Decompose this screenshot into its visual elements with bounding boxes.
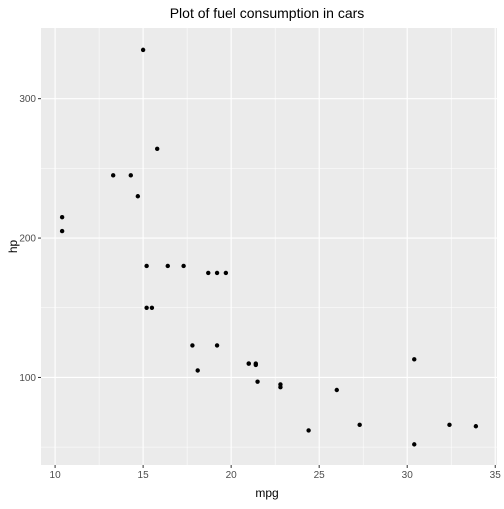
data-point xyxy=(144,306,148,310)
data-point xyxy=(215,271,219,275)
data-point xyxy=(447,423,451,427)
data-point xyxy=(412,357,416,361)
data-point xyxy=(155,147,159,151)
data-point xyxy=(129,173,133,177)
y-tick-label: 300 xyxy=(19,94,36,105)
data-point xyxy=(195,368,199,372)
plot-panel xyxy=(41,28,497,465)
data-point xyxy=(190,343,194,347)
x-tick-label: 20 xyxy=(226,470,238,481)
data-point xyxy=(254,363,258,367)
data-point xyxy=(474,424,478,428)
data-point xyxy=(357,423,361,427)
data-point xyxy=(215,343,219,347)
data-point xyxy=(150,306,154,310)
data-point xyxy=(412,442,416,446)
x-tick-label: 15 xyxy=(138,470,150,481)
x-tick-label: 10 xyxy=(50,470,62,481)
x-axis-title: mpg xyxy=(255,486,278,500)
data-point xyxy=(136,194,140,198)
data-point xyxy=(141,48,145,52)
data-point xyxy=(247,361,251,365)
data-point xyxy=(306,428,310,432)
data-point xyxy=(278,382,282,386)
data-point xyxy=(144,264,148,268)
data-point xyxy=(181,264,185,268)
y-tick-label: 100 xyxy=(19,373,36,384)
data-point xyxy=(206,271,210,275)
x-tick-label: 25 xyxy=(314,470,326,481)
x-tick-label: 35 xyxy=(490,470,502,481)
data-point xyxy=(111,173,115,177)
y-axis-title: hp xyxy=(6,240,20,254)
chart-title: Plot of fuel consumption in cars xyxy=(170,5,365,21)
y-tick-label: 200 xyxy=(19,234,36,245)
data-point xyxy=(335,388,339,392)
data-point xyxy=(60,229,64,233)
data-point xyxy=(60,215,64,219)
x-tick-label: 30 xyxy=(402,470,414,481)
data-point xyxy=(224,271,228,275)
data-point xyxy=(166,264,170,268)
data-point xyxy=(255,379,259,383)
